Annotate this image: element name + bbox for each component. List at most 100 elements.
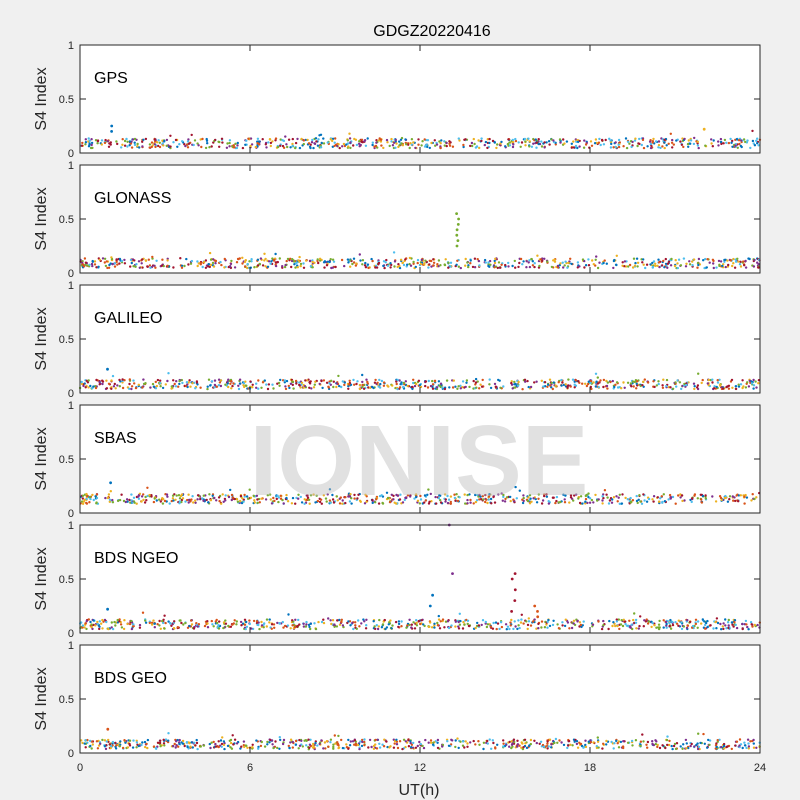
data-point	[631, 140, 634, 144]
data-point	[123, 739, 126, 742]
data-point	[153, 497, 156, 500]
data-point	[605, 384, 609, 388]
data-point	[424, 738, 427, 742]
data-point	[665, 378, 669, 382]
data-point	[528, 145, 531, 148]
data-point	[407, 143, 410, 146]
data-point	[168, 502, 171, 505]
data-point	[388, 746, 391, 749]
data-point	[133, 143, 137, 147]
data-point	[80, 500, 84, 503]
data-point	[744, 386, 748, 389]
data-point	[388, 144, 391, 148]
data-point	[564, 383, 567, 386]
data-point	[194, 387, 197, 390]
data-point	[165, 493, 169, 496]
data-point	[333, 141, 336, 144]
data-point	[573, 740, 576, 743]
data-point	[516, 739, 519, 742]
data-point	[528, 259, 531, 262]
data-point	[624, 496, 627, 500]
data-point	[305, 498, 309, 501]
data-point	[511, 141, 515, 144]
data-point	[513, 259, 516, 263]
data-point	[573, 386, 576, 389]
data-point	[141, 140, 144, 143]
data-point	[144, 259, 148, 262]
data-point	[578, 741, 581, 744]
data-point	[386, 141, 389, 144]
data-point	[680, 621, 683, 624]
data-point	[581, 382, 584, 385]
data-point	[661, 384, 664, 387]
data-point	[375, 266, 379, 269]
data-point	[307, 623, 311, 627]
data-point	[645, 743, 648, 746]
data-point	[504, 497, 507, 501]
data-point	[309, 143, 312, 146]
data-point	[525, 620, 528, 623]
data-point	[306, 494, 309, 497]
data-point	[454, 739, 457, 742]
data-point	[450, 624, 453, 627]
data-point	[677, 619, 680, 622]
data-point	[495, 146, 498, 150]
data-point	[144, 495, 147, 499]
data-point	[474, 626, 477, 630]
data-point	[242, 500, 245, 503]
data-point	[455, 493, 458, 496]
data-point	[540, 626, 543, 629]
data-point	[322, 494, 325, 497]
data-point	[298, 255, 301, 259]
data-point	[592, 381, 595, 384]
data-point	[183, 143, 186, 146]
data-point	[109, 490, 113, 493]
data-point	[587, 258, 590, 261]
data-point	[81, 263, 85, 266]
data-point	[419, 494, 422, 498]
data-point	[176, 626, 179, 629]
data-point	[135, 741, 139, 744]
data-point	[178, 497, 182, 500]
data-point	[493, 501, 497, 504]
data-point	[756, 137, 759, 140]
data-point	[511, 387, 514, 390]
data-point	[687, 139, 690, 142]
data-point	[396, 746, 400, 750]
data-point	[728, 498, 731, 501]
data-point	[555, 495, 559, 499]
data-point	[651, 498, 654, 501]
data-point	[84, 263, 87, 266]
data-point	[130, 385, 134, 388]
data-point	[186, 626, 190, 629]
data-point	[161, 386, 165, 390]
data-point	[424, 499, 427, 502]
data-point	[303, 498, 306, 501]
data-point	[331, 145, 334, 148]
data-point	[365, 500, 368, 503]
data-point	[576, 746, 580, 749]
data-point	[291, 619, 294, 622]
data-point	[550, 746, 553, 749]
data-point	[484, 261, 487, 264]
data-point	[171, 494, 175, 497]
data-point	[606, 387, 609, 390]
data-point	[696, 742, 699, 745]
data-point	[374, 266, 377, 269]
data-point	[696, 140, 699, 143]
data-point	[81, 624, 85, 627]
data-point	[567, 261, 570, 265]
data-point	[676, 379, 679, 382]
data-point	[752, 265, 756, 268]
data-point	[274, 264, 278, 268]
data-point	[384, 627, 387, 631]
data-point	[356, 497, 359, 500]
data-point	[312, 746, 316, 749]
data-point	[424, 384, 427, 388]
data-point	[395, 493, 398, 497]
data-point	[365, 378, 368, 381]
data-point	[601, 502, 604, 505]
data-point	[281, 498, 284, 502]
data-point	[257, 379, 260, 382]
data-point	[673, 264, 677, 268]
